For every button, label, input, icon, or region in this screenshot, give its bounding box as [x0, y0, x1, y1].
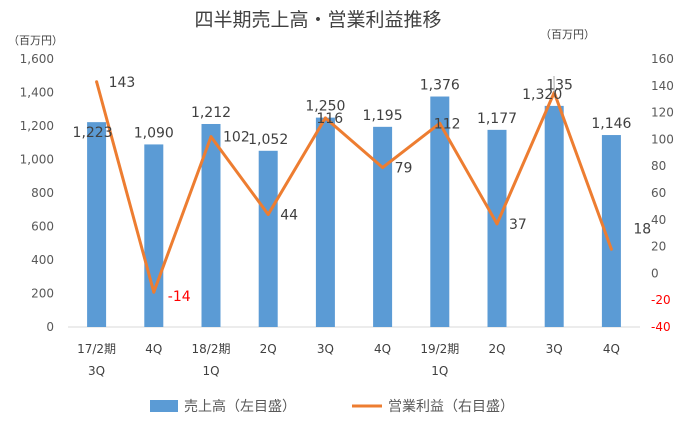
line-point	[495, 222, 499, 226]
line-point	[95, 80, 99, 84]
line-data-label: 135	[546, 78, 573, 94]
axes: 0 200 400 600 800 1,000 1,200 1,400 1,600 -40 -20 0…	[20, 52, 674, 378]
category-label: 3Q	[546, 342, 563, 356]
bar-data-label: 1,177	[477, 111, 517, 127]
bar	[315, 117, 335, 327]
left-tick-label: 1,200	[20, 119, 54, 133]
bar	[601, 135, 621, 327]
bar	[87, 122, 107, 328]
line-point	[609, 247, 613, 251]
right-tick-label: -20	[651, 293, 671, 307]
legend-bar-label: 売上高（左目盛）	[184, 398, 296, 415]
bar	[373, 126, 393, 328]
right-tick-label: 140	[651, 79, 674, 93]
bar-data-label: 1,223	[73, 125, 113, 141]
left-axis-unit: （百万円）	[8, 34, 63, 47]
right-tick-label: 120	[651, 106, 674, 120]
legend-bar-swatch	[150, 400, 178, 412]
category-label: 19/2期	[420, 342, 459, 356]
line-point	[438, 121, 442, 125]
right-tick-label: 20	[651, 240, 666, 254]
line-point	[152, 290, 156, 294]
bar-data-label: 1,052	[248, 132, 288, 148]
right-tick-label: 40	[651, 213, 666, 227]
bar	[201, 123, 221, 328]
right-tick-label: 160	[651, 52, 674, 66]
line-point	[266, 212, 270, 216]
category-label: 2Q	[260, 342, 277, 356]
legend: 売上高（左目盛） 営業利益（右目盛）	[150, 398, 514, 415]
bar-data-label: 1,376	[420, 78, 460, 94]
line-data-label: 112	[434, 116, 461, 132]
line-data-label: 18	[633, 221, 651, 237]
right-tick-label: 0	[651, 266, 659, 280]
line-point	[381, 166, 385, 170]
category-label: 18/2期	[192, 342, 231, 356]
right-tick-label: 100	[651, 132, 674, 146]
bar	[487, 129, 507, 327]
bar	[430, 96, 450, 328]
right-axis-unit: （百万円）	[540, 28, 595, 41]
category-label: 4Q	[603, 342, 620, 356]
data-labels: 1,223 1,090 1,212 1,052 1,250 1,195 1,376 1,177…	[73, 75, 652, 305]
left-tick-label: 1,400	[20, 86, 54, 100]
category-label: 3Q	[317, 342, 334, 356]
left-tick-label: 1,600	[20, 52, 54, 66]
profit-line	[95, 81, 613, 294]
right-tick-label: -40	[651, 320, 671, 334]
category-label: 4Q	[145, 342, 162, 356]
bar	[258, 150, 278, 327]
right-tick-label: 80	[651, 159, 666, 173]
line-data-label: 116	[316, 111, 343, 127]
line-data-label: 44	[280, 207, 298, 223]
category-label: 3Q	[88, 364, 105, 378]
category-label: 1Q	[431, 364, 448, 378]
line-series	[95, 80, 613, 294]
bar-series	[87, 96, 621, 328]
bar-data-label: 1,146	[591, 116, 631, 132]
category-label: 4Q	[374, 342, 391, 356]
left-tick-label: 1,000	[20, 153, 54, 167]
bar-data-label: 1,320	[522, 87, 562, 103]
left-tick-label: 800	[31, 186, 54, 200]
chart-title: 四半期売上高・営業利益推移	[194, 9, 441, 31]
category-label: 1Q	[202, 364, 219, 378]
line-data-label: 79	[395, 161, 413, 177]
left-tick-label: 200	[31, 287, 54, 301]
right-tick-label: 60	[651, 186, 666, 200]
left-tick-label: 0	[46, 320, 54, 334]
legend-line-label: 営業利益（右目盛）	[388, 399, 514, 415]
bar	[544, 105, 564, 328]
line-data-label: 143	[109, 75, 136, 91]
bar-data-label: 1,195	[363, 108, 403, 124]
bar	[144, 144, 164, 327]
bar-data-label: 1,090	[134, 125, 174, 141]
left-tick-label: 400	[31, 253, 54, 267]
left-tick-label: 600	[31, 220, 54, 234]
line-point	[209, 135, 213, 139]
line-data-label: 102	[223, 130, 250, 146]
category-label: 17/2期	[77, 342, 116, 356]
line-data-label: 37	[509, 217, 527, 233]
bar-data-label: 1,250	[305, 99, 345, 115]
line-data-label: -14	[168, 289, 191, 305]
line-point	[323, 116, 327, 120]
category-label: 2Q	[488, 342, 505, 356]
bar-data-label: 1,212	[191, 105, 231, 121]
